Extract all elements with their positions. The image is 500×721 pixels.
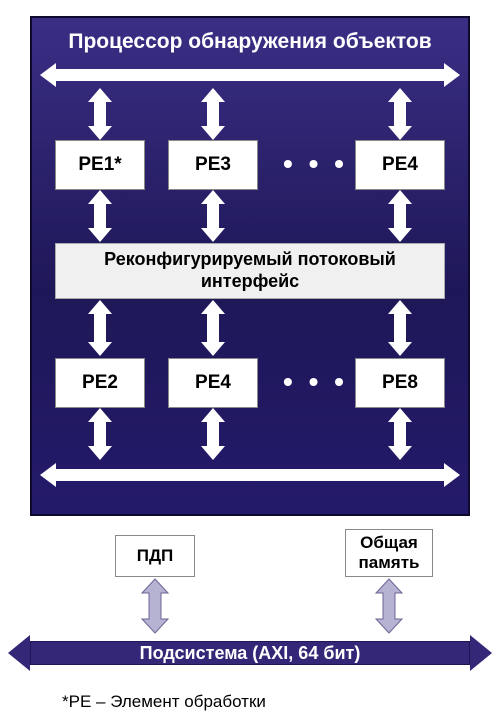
- vbus-bot-2: [199, 408, 227, 460]
- v-pe-iface-2: [199, 190, 227, 242]
- pe-top-1: PE1*: [55, 140, 145, 190]
- axi-label: Подсистема (AXI, 64 бит): [30, 641, 470, 665]
- vbus-bot-3: [386, 408, 414, 460]
- vbus-top-1: [86, 88, 114, 140]
- pe-bot-3: PE8: [355, 358, 445, 408]
- mem-axi-arrow: [374, 579, 404, 633]
- axi-arrow-left-icon: [8, 635, 30, 671]
- v-pe-iface-1: [86, 190, 114, 242]
- footnote: *PE – Элемент обработки: [62, 692, 266, 712]
- interface-box: Реконфигурируемый потоковый интерфейс: [55, 243, 445, 299]
- vbus-bot-1: [86, 408, 114, 460]
- shared-memory-box: Общая память: [345, 529, 433, 577]
- bottom-bus-arrow: [40, 460, 460, 490]
- dots-bottom: • • •: [283, 366, 348, 398]
- top-bus-arrow: [40, 60, 460, 90]
- axi-arrow-right-icon: [470, 635, 492, 671]
- pe-bot-1: PE2: [55, 358, 145, 408]
- v-iface-pe-2: [199, 300, 227, 356]
- processor-title: Процессор обнаружения объектов: [32, 30, 468, 54]
- pe-top-3: PE4: [355, 140, 445, 190]
- vbus-top-2: [199, 88, 227, 140]
- pe-top-2: PE3: [168, 140, 258, 190]
- diagram-canvas: Процессор обнаружения объектов PE1* PE3 …: [0, 0, 500, 721]
- v-pe-iface-3: [386, 190, 414, 242]
- v-iface-pe-3: [386, 300, 414, 356]
- vbus-top-3: [386, 88, 414, 140]
- v-iface-pe-1: [86, 300, 114, 356]
- axi-subsystem: Подсистема (AXI, 64 бит): [8, 635, 492, 671]
- pe-bot-2: PE4: [168, 358, 258, 408]
- pdp-axi-arrow: [140, 579, 170, 633]
- pdp-box: ПДП: [115, 535, 195, 577]
- dots-top: • • •: [283, 148, 348, 180]
